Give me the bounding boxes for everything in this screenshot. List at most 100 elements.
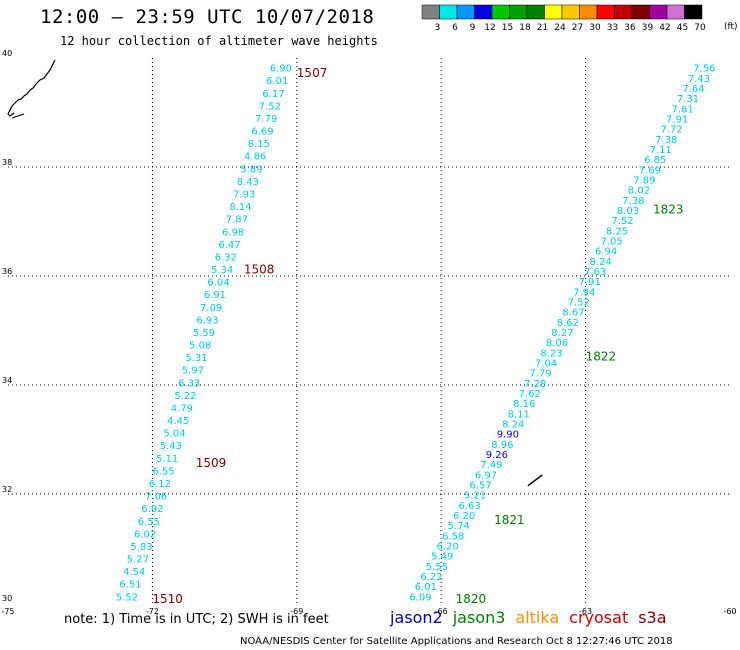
color-scale-swatch [474, 4, 493, 20]
swh-value: 7.52 [568, 297, 590, 308]
swh-value: 7.52 [259, 101, 281, 112]
swh-value: 5.59 [193, 328, 215, 339]
swh-value: 7.63 [584, 267, 606, 278]
swh-value: 7.91 [666, 114, 688, 125]
swh-value: 5.55 [426, 562, 448, 573]
swh-value: 8.03 [617, 206, 639, 217]
color-scale-swatch [439, 4, 458, 20]
pass-time-label: 1820 [456, 592, 487, 606]
swh-value: 5.21 [464, 491, 486, 502]
lat-tick-label: 38 [2, 158, 12, 167]
satellite-legend-jason3: jason3 [452, 608, 506, 627]
lat-tick-label: 32 [2, 485, 12, 494]
color-scale-label: 24 [554, 23, 566, 33]
swh-value: 6.93 [196, 315, 218, 326]
swh-value: 5.27 [127, 555, 149, 566]
swh-value: 5.08 [189, 341, 211, 352]
swh-value: 6.01 [415, 582, 437, 593]
swh-value: 6.57 [469, 480, 491, 491]
swh-value: 7.52 [611, 216, 633, 227]
swh-value: 6.01 [266, 76, 288, 87]
swh-value: 7.87 [226, 215, 248, 226]
swh-value: 8.16 [513, 399, 535, 410]
swh-value: 6.33 [178, 378, 200, 389]
satellite-legend-cryosat: cryosat [569, 608, 629, 627]
swh-value: 6.55 [138, 517, 160, 528]
swh-value: 5.43 [160, 441, 182, 452]
swh-value: 6.20 [437, 541, 459, 552]
swh-value: 5.04 [163, 429, 185, 440]
swh-value: 6.12 [149, 479, 171, 490]
swh-value: 7.79 [529, 369, 551, 380]
swh-value: 6.04 [207, 278, 229, 289]
lat-tick-label: 40 [2, 49, 12, 58]
swh-value: 4.79 [171, 403, 193, 414]
swh-value: 5.49 [431, 552, 453, 563]
swh-value: 7.89 [633, 175, 655, 186]
swh-value: 4.86 [244, 152, 266, 163]
swh-value: 7.91 [579, 277, 601, 288]
swh-value: 6.02 [134, 529, 156, 540]
swh-value: 5.74 [448, 521, 470, 532]
swh-value: 6.63 [458, 501, 480, 512]
swh-value: 6.47 [218, 240, 240, 251]
color-scale-label: 6 [452, 23, 458, 33]
color-scale-swatch [631, 4, 650, 20]
swh-value: 5.11 [156, 454, 178, 465]
swh-value: 7.64 [682, 84, 704, 95]
swh-value: 8.11 [508, 409, 530, 420]
swh-value: 5.31 [185, 353, 207, 364]
color-scale-swatch [544, 4, 563, 20]
swh-value: 8.67 [562, 308, 584, 319]
swh-value: 7.62 [519, 389, 541, 400]
swh-value: 7.09 [200, 303, 222, 314]
swh-value: 6.97 [475, 470, 497, 481]
satellite-legend-s3a: s3a [638, 608, 667, 627]
swh-value: 8.62 [557, 318, 579, 329]
credit-line: NOAA/NESDIS Center for Satellite Applica… [240, 636, 673, 647]
pass-time-label: 1822 [586, 349, 617, 363]
color-scale-swatch [526, 4, 545, 20]
coastline [7, 59, 56, 117]
pass-time-label: 1823 [653, 202, 684, 216]
color-scale-label: 27 [572, 23, 583, 33]
swh-value: 8.23 [540, 348, 562, 359]
pass-time-label: 1821 [494, 513, 525, 527]
color-scale-swatch [456, 4, 475, 20]
footnote: note: 1) Time is in UTC; 2) SWH is in fe… [64, 612, 329, 627]
satellite-legend-altika: altika [515, 608, 560, 627]
lon-tick-label: -72 [146, 607, 159, 616]
lon-tick-label: -60 [723, 607, 736, 616]
swh-value: 7.49 [480, 460, 502, 471]
swh-value: 7.38 [622, 196, 644, 207]
swh-value: 6.92 [141, 504, 163, 515]
swh-value: 8.24 [590, 257, 612, 268]
swh-value: 7.05 [600, 236, 622, 247]
swh-value: 6.32 [215, 252, 237, 263]
swh-value: 7.56 [693, 64, 715, 75]
color-scale-label: 33 [607, 23, 618, 33]
color-scale-label: 36 [624, 23, 636, 33]
pass-time-label: 1508 [244, 262, 275, 276]
swh-value: 5.97 [182, 366, 204, 377]
color-scale-label: 45 [677, 23, 688, 33]
lon-tick-label: -66 [435, 607, 448, 616]
swh-value: 7.11 [650, 145, 672, 156]
coastline [11, 113, 25, 119]
swh-value: 6.22 [420, 572, 442, 583]
swh-value: 6.51 [119, 580, 141, 591]
swh-value: 7.38 [655, 135, 677, 146]
page-subtitle: 12 hour collection of altimeter wave hei… [60, 34, 378, 48]
pass-time-label: 1507 [297, 66, 328, 80]
swh-value: 8.14 [229, 202, 251, 213]
swh-value: 7.79 [255, 114, 277, 125]
color-scale-swatch [579, 4, 598, 20]
swh-value: 6.98 [222, 227, 244, 238]
swh-value: 7.31 [677, 94, 699, 105]
swh-value: 8.06 [546, 338, 568, 349]
swh-value: 8.02 [628, 186, 650, 197]
color-scale-swatch [561, 4, 580, 20]
color-scale-swatch [596, 4, 615, 20]
